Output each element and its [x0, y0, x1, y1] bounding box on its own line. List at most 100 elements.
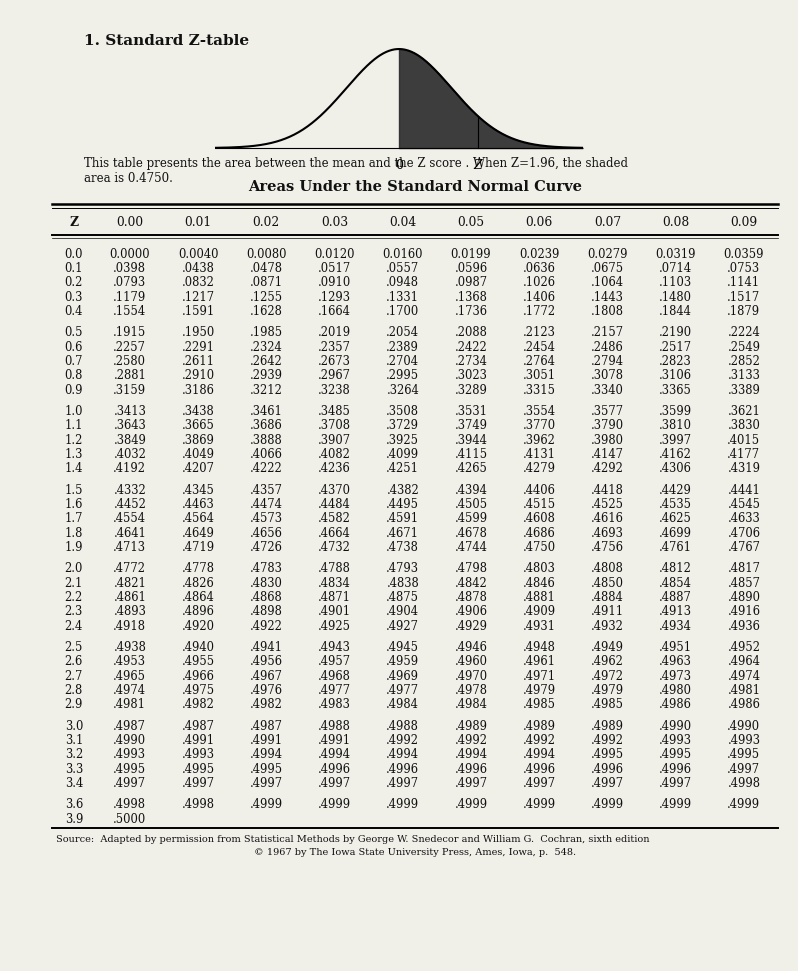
Text: .4993: .4993 [113, 749, 146, 761]
Text: .4949: .4949 [591, 641, 624, 653]
Text: 1.3: 1.3 [65, 449, 83, 461]
Text: 0.6: 0.6 [65, 341, 83, 353]
Text: .4192: .4192 [113, 462, 146, 476]
Text: .4834: .4834 [318, 577, 351, 589]
Text: 0.00: 0.00 [117, 216, 144, 229]
Text: .4857: .4857 [728, 577, 760, 589]
Text: .4990: .4990 [113, 734, 147, 747]
Text: .3790: .3790 [591, 419, 624, 432]
Text: .3212: .3212 [250, 384, 282, 397]
Text: .2190: .2190 [659, 326, 693, 339]
Text: .4987: .4987 [250, 720, 282, 732]
Text: .4838: .4838 [386, 577, 419, 589]
Text: .4878: .4878 [455, 591, 488, 604]
Text: .4913: .4913 [659, 606, 692, 619]
Text: .4971: .4971 [523, 670, 556, 683]
Text: .1591: .1591 [181, 305, 215, 318]
Text: .4979: .4979 [523, 685, 556, 697]
Text: .3106: .3106 [659, 370, 692, 383]
Text: .4726: .4726 [250, 541, 282, 554]
Text: .4906: .4906 [455, 606, 488, 619]
Text: .2642: .2642 [250, 355, 282, 368]
Text: .2088: .2088 [455, 326, 488, 339]
Text: .2549: .2549 [728, 341, 760, 353]
Text: .4989: .4989 [591, 720, 624, 732]
Text: .2764: .2764 [523, 355, 555, 368]
Text: .3485: .3485 [318, 405, 351, 418]
Text: .4999: .4999 [659, 798, 693, 811]
Text: .4995: .4995 [181, 763, 215, 776]
Text: .4961: .4961 [523, 655, 555, 668]
Text: .4999: .4999 [523, 798, 556, 811]
Text: .3289: .3289 [455, 384, 488, 397]
Text: .3238: .3238 [318, 384, 351, 397]
Text: .3051: .3051 [523, 370, 556, 383]
Text: .4986: .4986 [728, 698, 760, 712]
Text: .4890: .4890 [728, 591, 760, 604]
Text: 1.0: 1.0 [65, 405, 83, 418]
Text: .4015: .4015 [727, 434, 760, 447]
Text: .4357: .4357 [250, 484, 282, 496]
Text: .4945: .4945 [386, 641, 419, 653]
Text: .0438: .0438 [182, 262, 215, 275]
Text: .4997: .4997 [727, 763, 760, 776]
Text: .4441: .4441 [728, 484, 760, 496]
Text: .4772: .4772 [113, 562, 146, 575]
Text: .4884: .4884 [591, 591, 624, 604]
Text: .0871: .0871 [250, 277, 283, 289]
Text: .4992: .4992 [455, 734, 488, 747]
Text: .4463: .4463 [182, 498, 215, 511]
Text: .4406: .4406 [523, 484, 555, 496]
Text: 0.02: 0.02 [253, 216, 280, 229]
Text: .4265: .4265 [455, 462, 488, 476]
Text: .4999: .4999 [591, 798, 624, 811]
Text: .4783: .4783 [250, 562, 282, 575]
Text: .4991: .4991 [250, 734, 283, 747]
Text: .4817: .4817 [728, 562, 760, 575]
Text: .4761: .4761 [659, 541, 692, 554]
Text: .4279: .4279 [523, 462, 555, 476]
Text: .4099: .4099 [386, 449, 420, 461]
Text: .4850: .4850 [591, 577, 624, 589]
Text: .4616: .4616 [591, 513, 624, 525]
Text: .3599: .3599 [659, 405, 693, 418]
Text: 0.1: 0.1 [65, 262, 83, 275]
Text: .4999: .4999 [318, 798, 351, 811]
Text: 1.9: 1.9 [65, 541, 83, 554]
Text: .4686: .4686 [523, 527, 555, 540]
Text: .2389: .2389 [386, 341, 419, 353]
Text: .2794: .2794 [591, 355, 624, 368]
Text: .1179: .1179 [113, 291, 147, 304]
Text: .0517: .0517 [318, 262, 351, 275]
Text: .4812: .4812 [659, 562, 692, 575]
Text: .4987: .4987 [182, 720, 215, 732]
Text: 2.9: 2.9 [65, 698, 83, 712]
Text: .3078: .3078 [591, 370, 624, 383]
Text: .3413: .3413 [113, 405, 146, 418]
Text: .4177: .4177 [727, 449, 760, 461]
Text: .4962: .4962 [591, 655, 624, 668]
Text: .4997: .4997 [454, 777, 488, 790]
Text: 1.5: 1.5 [65, 484, 83, 496]
Text: .4846: .4846 [523, 577, 555, 589]
Text: .4893: .4893 [113, 606, 146, 619]
Text: .4943: .4943 [318, 641, 351, 653]
Text: .1517: .1517 [727, 291, 760, 304]
Text: 3.4: 3.4 [65, 777, 83, 790]
Text: 3.3: 3.3 [65, 763, 83, 776]
Text: .0675: .0675 [591, 262, 624, 275]
Text: .4992: .4992 [386, 734, 419, 747]
Text: 0.09: 0.09 [730, 216, 757, 229]
Text: 0.05: 0.05 [457, 216, 484, 229]
Text: .4965: .4965 [113, 670, 146, 683]
Text: 0.0160: 0.0160 [382, 248, 423, 260]
Text: .2673: .2673 [318, 355, 351, 368]
Text: .4948: .4948 [523, 641, 555, 653]
Text: .1480: .1480 [659, 291, 692, 304]
Text: .4996: .4996 [591, 763, 624, 776]
Text: .4719: .4719 [181, 541, 215, 554]
Text: .4713: .4713 [113, 541, 146, 554]
Text: 2.4: 2.4 [65, 619, 83, 633]
Text: .3665: .3665 [182, 419, 215, 432]
Text: .1808: .1808 [591, 305, 624, 318]
